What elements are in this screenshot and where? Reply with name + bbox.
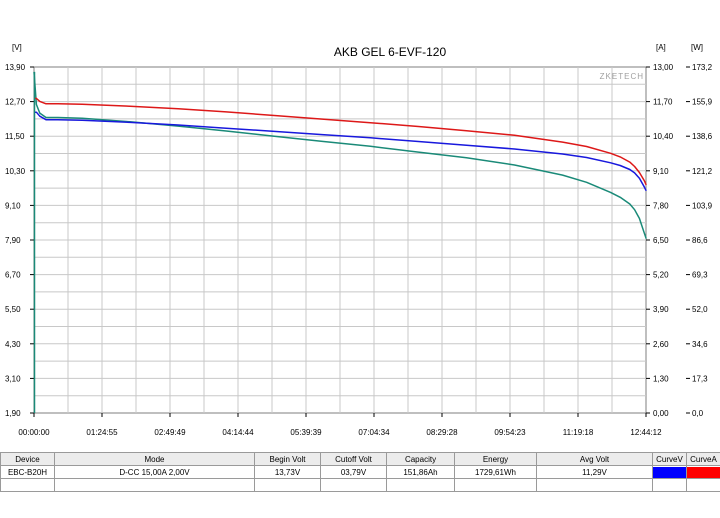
mode-value: D-CC 15,00A 2,00V <box>54 465 255 479</box>
header-energy: Energy <box>454 452 537 466</box>
table-empty-row <box>0 478 720 492</box>
y-left-tick-label: 5,50 <box>5 305 21 314</box>
y-mid-tick-label: 5,20 <box>653 271 669 280</box>
y-right-tick-label: 138,6 <box>692 132 713 141</box>
header-curve-a: CurveA <box>686 452 720 466</box>
x-tick-label: 01:24:55 <box>86 428 118 437</box>
y-mid-tick-label: 0,00 <box>653 409 669 418</box>
y-right-tick-label: 69,3 <box>692 271 708 280</box>
watermark-label: ZKETECH <box>600 72 644 81</box>
begin-volt-value: 13,73V <box>254 465 321 479</box>
x-tick-label: 11:19:18 <box>563 428 594 437</box>
header-mode: Mode <box>54 452 255 466</box>
y-mid-tick-label: 13,00 <box>653 63 674 72</box>
header-capacity: Capacity <box>386 452 455 466</box>
y-left-tick-label: 12,70 <box>5 98 26 107</box>
capacity-value: 151,86Ah <box>386 465 455 479</box>
chart-title: AKB GEL 6-EVF-120 <box>334 45 447 59</box>
y-left-tick-label: 10,30 <box>5 167 26 176</box>
x-tick-label: 09:54:23 <box>494 428 526 437</box>
y-left-unit: [V] <box>12 43 22 52</box>
x-tick-label: 05:39:39 <box>290 428 322 437</box>
curve-v-swatch[interactable] <box>652 465 687 479</box>
table-header-row: Device Mode Begin Volt Cutoff Volt Capac… <box>0 452 720 466</box>
y-mid-tick-label: 3,90 <box>653 305 669 314</box>
x-tick-label: 00:00:00 <box>18 428 50 437</box>
y-right-tick-label: 173,2 <box>692 63 713 72</box>
y-left-tick-label: 13,90 <box>5 63 26 72</box>
y-mid-tick-label: 10,40 <box>653 132 674 141</box>
y-mid-tick-label: 6,50 <box>653 236 669 245</box>
y-mid-tick-label: 11,70 <box>653 98 673 107</box>
series-line-mid <box>34 111 647 192</box>
x-tick-label: 02:49:49 <box>154 428 186 437</box>
series-line-left <box>33 71 647 239</box>
y-mid-tick-label: 9,10 <box>653 167 669 176</box>
test-info-table: Device Mode Begin Volt Cutoff Volt Capac… <box>0 452 720 492</box>
y-left-tick-label: 11,50 <box>5 132 25 141</box>
y-right-tick-label: 103,9 <box>692 201 713 210</box>
y-left-tick-label: 3,10 <box>5 374 21 383</box>
series-line-right <box>34 97 647 186</box>
header-begin-volt: Begin Volt <box>254 452 321 466</box>
table-row: EBC-B20H D-CC 15,00A 2,00V 13,73V 03,79V… <box>0 465 720 479</box>
y-right-tick-label: 86,6 <box>692 236 708 245</box>
x-tick-label: 12:44:12 <box>630 428 662 437</box>
y-mid-unit: [A] <box>656 43 666 52</box>
y-right-tick-label: 121,2 <box>692 167 713 176</box>
curve-a-swatch[interactable] <box>686 465 720 479</box>
header-curve-v: CurveV <box>652 452 687 466</box>
device-value: EBC-B20H <box>0 465 55 479</box>
y-left-tick-label: 6,70 <box>5 271 21 280</box>
header-cutoff-volt: Cutoff Volt <box>320 452 387 466</box>
header-device: Device <box>0 452 55 466</box>
header-avg-volt: Avg Volt <box>536 452 653 466</box>
x-tick-label: 08:29:28 <box>426 428 458 437</box>
y-left-tick-label: 4,30 <box>5 340 21 349</box>
energy-value: 1729,61Wh <box>454 465 537 479</box>
x-tick-label: 07:04:34 <box>358 428 390 437</box>
y-right-unit: [W] <box>691 43 703 52</box>
discharge-chart: 13,90 12,70 11,50 10,30 9,10 7,90 6,70 5,50 4,30… <box>5 43 713 437</box>
avg-volt-value: 11,29V <box>536 465 653 479</box>
grid-lines <box>34 67 646 413</box>
y-mid-tick-label: 1,30 <box>653 374 669 383</box>
y-mid-tick-label: 2,60 <box>653 340 669 349</box>
y-right-tick-label: 155,9 <box>692 98 713 107</box>
y-right-tick-label: 34,6 <box>692 340 708 349</box>
y-right-tick-label: 52,0 <box>692 305 708 314</box>
y-left-tick-label: 7,90 <box>5 236 21 245</box>
y-mid-tick-label: 7,80 <box>653 201 669 210</box>
y-left-tick-label: 1,90 <box>5 409 21 418</box>
y-right-tick-label: 17,3 <box>692 374 708 383</box>
y-right-tick-label: 0,0 <box>692 409 704 418</box>
x-tick-label: 04:14:44 <box>222 428 254 437</box>
cutoff-volt-value: 03,79V <box>320 465 387 479</box>
y-left-tick-label: 9,10 <box>5 201 21 210</box>
